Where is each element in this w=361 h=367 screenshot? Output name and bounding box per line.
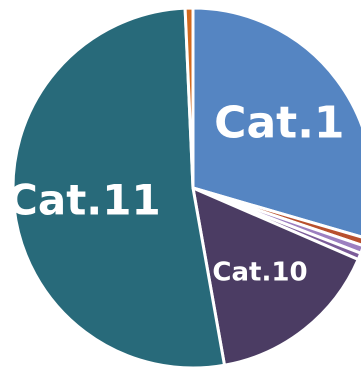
pie-slice-cat-10 — [191, 186, 360, 367]
pie-labels: Cat.1 Cat.10 Cat.11 — [7, 98, 345, 288]
slice-label-cat-11: Cat.11 — [7, 176, 161, 225]
slice-label-cat-10: Cat.10 — [212, 258, 307, 288]
pie-slice-cat-11 — [11, 6, 227, 367]
pie-slice-cat-1 — [191, 6, 361, 239]
pie-slice-unlabeled-6 — [183, 6, 195, 190]
slice-label-cat-1: Cat.1 — [214, 98, 344, 149]
